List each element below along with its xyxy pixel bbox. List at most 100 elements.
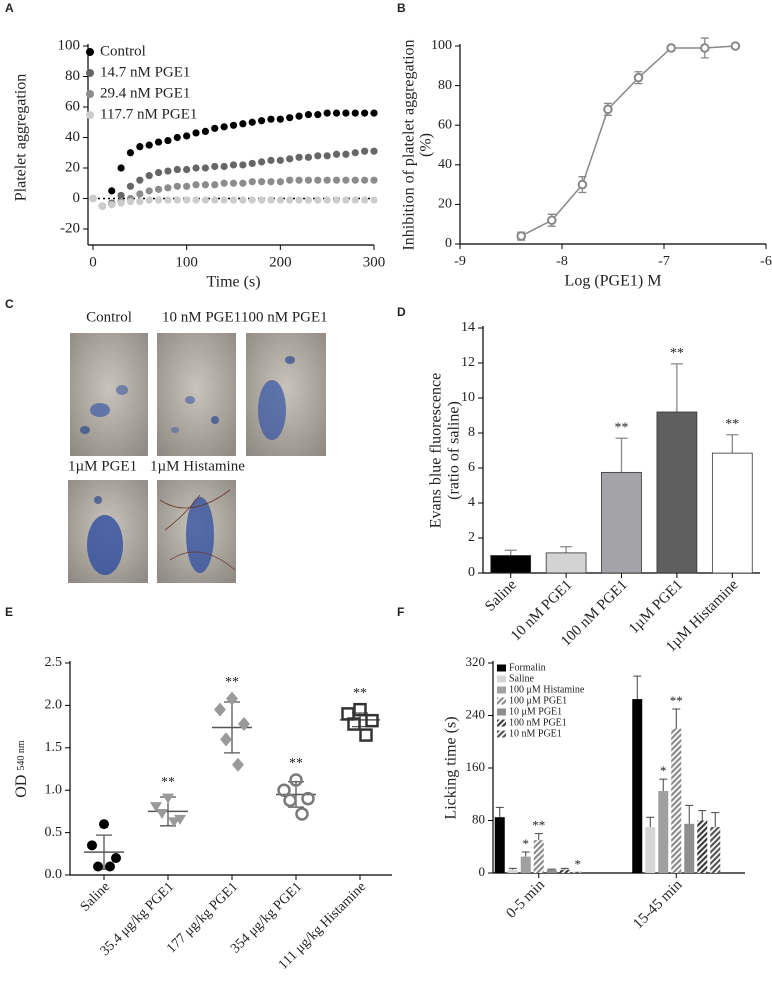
error-bar — [646, 816, 655, 828]
bar — [711, 452, 753, 574]
data-point — [577, 179, 588, 190]
legend-swatch — [497, 719, 506, 727]
data-point — [666, 43, 676, 53]
data-point — [258, 158, 266, 166]
legend-label: 100 nM PGE1 — [509, 717, 567, 728]
y-tick-label: 160 — [466, 759, 486, 774]
y-axis-title-sub: 540 nm — [16, 740, 27, 771]
y-tick-label: 0 — [468, 565, 475, 580]
data-point — [239, 196, 247, 204]
data-point — [332, 176, 341, 184]
data-point — [229, 121, 238, 129]
data-point — [201, 181, 209, 189]
data-point — [342, 150, 350, 158]
data-point — [229, 179, 238, 187]
significance-label: ** — [289, 756, 303, 771]
data-point — [98, 202, 106, 210]
legend-label: 117.7 nM PGE1 — [100, 106, 197, 122]
significance-label: ** — [161, 775, 175, 790]
data-point — [267, 156, 275, 164]
data-point — [286, 176, 294, 184]
image-caption: 10 nM PGE1 — [162, 309, 241, 325]
data-point — [183, 132, 191, 140]
data-point — [220, 732, 232, 747]
data-point — [267, 115, 275, 123]
error-bar — [547, 868, 556, 870]
data-point — [192, 196, 200, 204]
y-tick-label: -20 — [60, 220, 80, 236]
error-bar — [560, 546, 573, 553]
significance-label: ** — [670, 693, 683, 708]
panel-label: B — [397, 1, 406, 15]
legend-label: Control — [100, 43, 146, 59]
data-point — [304, 196, 313, 204]
x-tick-label: 0-5 min — [503, 877, 548, 922]
image — [70, 333, 148, 456]
bar — [545, 552, 587, 574]
data-point — [239, 120, 247, 128]
y-tick-label: 60 — [438, 117, 452, 132]
error-bar — [521, 851, 530, 857]
panel-c-images — [68, 333, 326, 583]
legend-label: Saline — [509, 673, 535, 684]
data-point — [286, 155, 294, 163]
data-point — [370, 196, 378, 204]
legend-marker — [86, 90, 94, 98]
legend-swatch — [497, 708, 506, 716]
fit-line — [520, 45, 736, 237]
data-point — [192, 129, 200, 137]
error-bar — [560, 867, 569, 870]
y-tick-label: 320 — [466, 654, 486, 669]
data-point — [211, 196, 219, 204]
data-point — [226, 691, 238, 706]
data-point — [295, 112, 303, 120]
data-point — [347, 717, 361, 731]
data-point — [365, 713, 379, 728]
y-axis-title: OD 540 nm — [13, 740, 30, 798]
data-point — [304, 153, 313, 161]
legend-swatch — [497, 675, 506, 683]
y-axis-title: (ratio of saline) — [446, 401, 463, 500]
legend-marker — [86, 48, 94, 56]
data-point — [164, 167, 172, 175]
data-point — [314, 111, 322, 119]
y-axis-title: Inhibition of platelet aggregation — [401, 39, 418, 250]
data-point — [283, 793, 297, 808]
y-tick-label: 0 — [445, 236, 452, 251]
data-point — [295, 807, 309, 821]
data-point — [370, 176, 378, 184]
data-point — [323, 109, 331, 117]
data-point — [164, 184, 172, 192]
data-point — [229, 161, 238, 169]
bar — [533, 840, 544, 873]
y-tick-label: 0.5 — [45, 825, 63, 840]
significance-label: ** — [670, 346, 684, 361]
significance-label: ** — [353, 686, 367, 701]
data-point — [286, 196, 294, 204]
data-point — [201, 164, 209, 172]
data-point — [332, 150, 341, 158]
data-point — [248, 118, 256, 126]
error-bar — [670, 363, 683, 412]
error-bar — [495, 806, 504, 818]
data-point — [258, 178, 266, 186]
data-point — [232, 757, 244, 772]
data-point — [238, 717, 250, 732]
data-point — [89, 194, 97, 203]
data-point — [126, 149, 135, 157]
legend-label: 100 μM PGE1 — [509, 695, 567, 706]
data-point — [183, 196, 191, 204]
data-point — [136, 176, 144, 184]
legend-label: 10 μM PGE1 — [509, 706, 562, 717]
data-point — [111, 853, 121, 864]
data-point — [201, 196, 209, 204]
data-point — [183, 165, 191, 174]
error-bar — [659, 778, 668, 791]
legend-label: 14.7 nM PGE1 — [100, 64, 190, 80]
data-point — [295, 176, 303, 184]
bar — [697, 820, 708, 873]
bar — [559, 869, 570, 873]
error-bar — [698, 810, 707, 821]
y-tick-label: 12 — [461, 355, 475, 370]
y-tick-label: 2 — [468, 530, 475, 545]
